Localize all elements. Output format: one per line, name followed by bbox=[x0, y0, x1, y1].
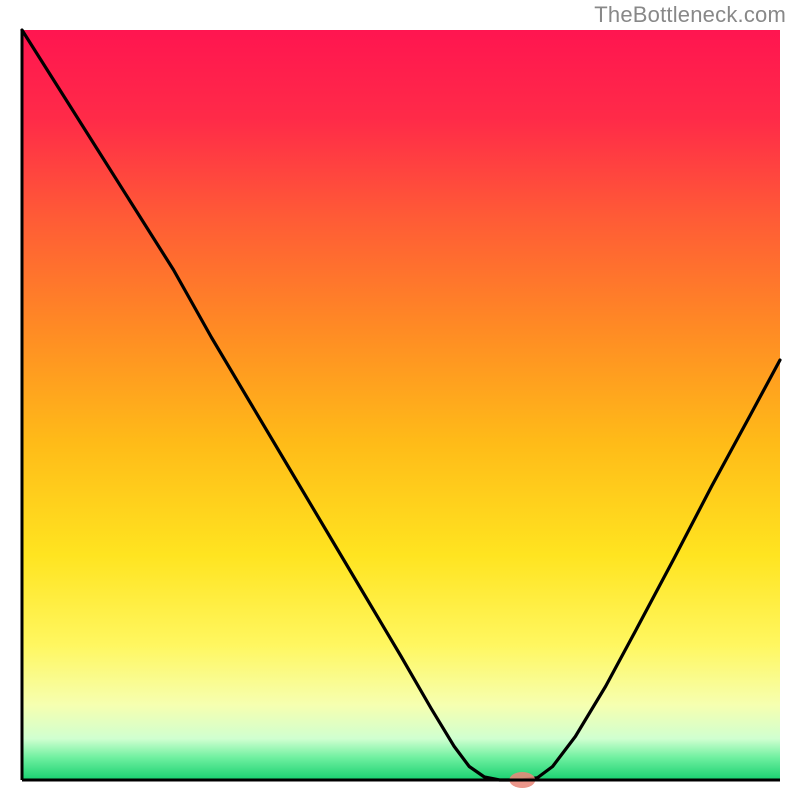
chart-svg bbox=[0, 0, 800, 800]
watermark-text: TheBottleneck.com bbox=[594, 2, 786, 28]
chart-container: { "watermark": { "text": "TheBottleneck.… bbox=[0, 0, 800, 800]
chart-background bbox=[22, 30, 780, 780]
